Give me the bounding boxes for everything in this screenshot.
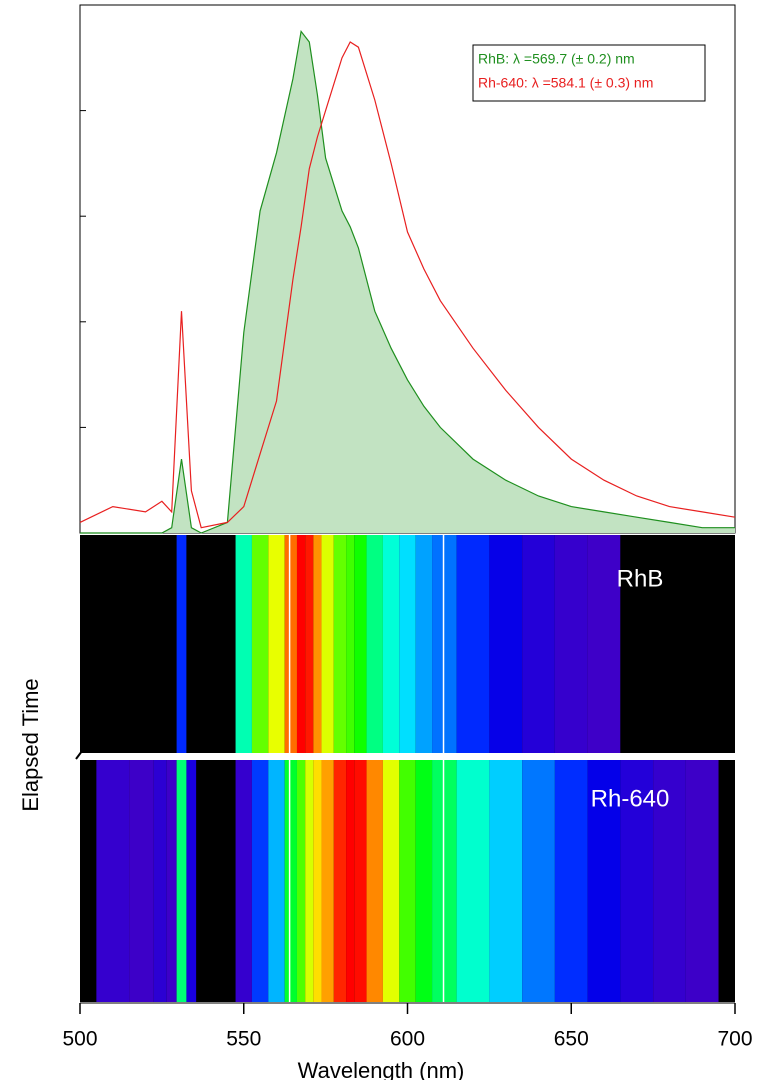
- heatmap-cell: [554, 535, 588, 753]
- heatmap-cell: [153, 760, 167, 1002]
- heatmap-cell: [399, 535, 416, 753]
- heatmap-cell: [354, 535, 367, 753]
- spectrum-line: [80, 29, 735, 534]
- heatmap-cell: [196, 760, 215, 1002]
- heatmap-cell: [432, 760, 457, 1002]
- area: [80, 31, 735, 534]
- heatmap-cell: [620, 760, 654, 1002]
- x-tick-label: 650: [554, 1028, 589, 1051]
- heatmap-cell: [176, 760, 187, 1002]
- heatmap-cell: [268, 760, 285, 1002]
- heatmap-cell: [522, 535, 555, 753]
- panel-label: RhB: [617, 565, 664, 592]
- heatmap-cell: [346, 760, 355, 1002]
- heatmap-cell: [653, 535, 686, 753]
- axis-break: [75, 750, 83, 760]
- heatmap-cell: [166, 535, 177, 753]
- heatmap-cell: [333, 535, 347, 753]
- heatmap-cell: [346, 535, 355, 753]
- heatmap-cell: [176, 535, 187, 753]
- heatmap-cell: [321, 535, 334, 753]
- heatmap-cell: [235, 760, 252, 1002]
- heatmap-cell: [522, 760, 555, 1002]
- legend-entry: Rh-640: λ =584.1 (± 0.3) nm: [478, 75, 653, 91]
- heatmap-y-label: Elapsed Time: [18, 678, 43, 811]
- heatmap-cell: [333, 760, 347, 1002]
- panel-label: Rh-640: [591, 785, 670, 812]
- heatmap-cell: [456, 535, 490, 753]
- heatmap-cell: [251, 535, 269, 753]
- heatmap-cell: [685, 760, 719, 1002]
- heatmap-cell: [366, 760, 383, 1002]
- heatmap-cell: [214, 760, 236, 1002]
- heatmap-cell: [235, 535, 252, 753]
- heatmap-cell: [653, 760, 686, 1002]
- heatmap-cell: [186, 535, 197, 753]
- heatmap-cell: [718, 760, 735, 1002]
- heatmap-cell: [305, 535, 314, 753]
- heatmap-cell: [284, 760, 297, 1002]
- heatmap-cell: [366, 535, 383, 753]
- heatmap-cell: [321, 760, 334, 1002]
- heatmap-cell: [251, 760, 269, 1002]
- legend-entry: RhB: λ =569.7 (± 0.2) nm: [478, 51, 635, 67]
- heatmap-cell: [354, 760, 367, 1002]
- heatmap-cell: [129, 535, 154, 753]
- x-tick-label: 600: [390, 1028, 425, 1051]
- heatmap-cell: [718, 535, 735, 753]
- heatmap-cell: [382, 760, 400, 1002]
- legend-box: [472, 44, 706, 102]
- x-tick-label: 550: [226, 1028, 261, 1051]
- heatmap-cell: [80, 535, 97, 753]
- heatmap-cell: [620, 535, 654, 753]
- heatmap-cell: [305, 760, 314, 1002]
- x-axis-label: Wavelength (nm): [298, 1058, 465, 1080]
- heatmap-cell: [587, 760, 621, 1002]
- heatmap-cell: [489, 535, 523, 753]
- heatmap-cell: [432, 535, 457, 753]
- heatmap-cell: [214, 535, 236, 753]
- heatmap-cell: [382, 535, 400, 753]
- heatmap-cell: [284, 535, 297, 753]
- heatmap-cell: [587, 535, 621, 753]
- heatmap-cell: [685, 535, 719, 753]
- heatmap-cell: [415, 535, 433, 753]
- heatmap-cell: [96, 535, 130, 753]
- heatmap-cell: [268, 535, 285, 753]
- heatmap-cell: [313, 535, 322, 753]
- heatmap-cell: [196, 535, 215, 753]
- heatmap-cell: [153, 535, 167, 753]
- x-tick-label: 500: [62, 1028, 97, 1051]
- x-tick-label: 700: [717, 1028, 752, 1051]
- heatmap-cell: [80, 760, 97, 1002]
- heatmap-cell: [489, 760, 523, 1002]
- heatmap-cell: [313, 760, 322, 1002]
- heatmap-cell: [166, 760, 177, 1002]
- heatmap-cell: [456, 760, 490, 1002]
- heatmap-cell: [399, 760, 416, 1002]
- heatmap-cell: [129, 760, 154, 1002]
- heatmap-cell: [186, 760, 197, 1002]
- heatmap-cell: [296, 760, 306, 1002]
- heatmap-cell: [415, 760, 433, 1002]
- heatmap-cell: [96, 760, 130, 1002]
- heatmap-cell: [296, 535, 306, 753]
- spectrum-line: [79, 41, 736, 529]
- heatmap-cell: [554, 760, 588, 1002]
